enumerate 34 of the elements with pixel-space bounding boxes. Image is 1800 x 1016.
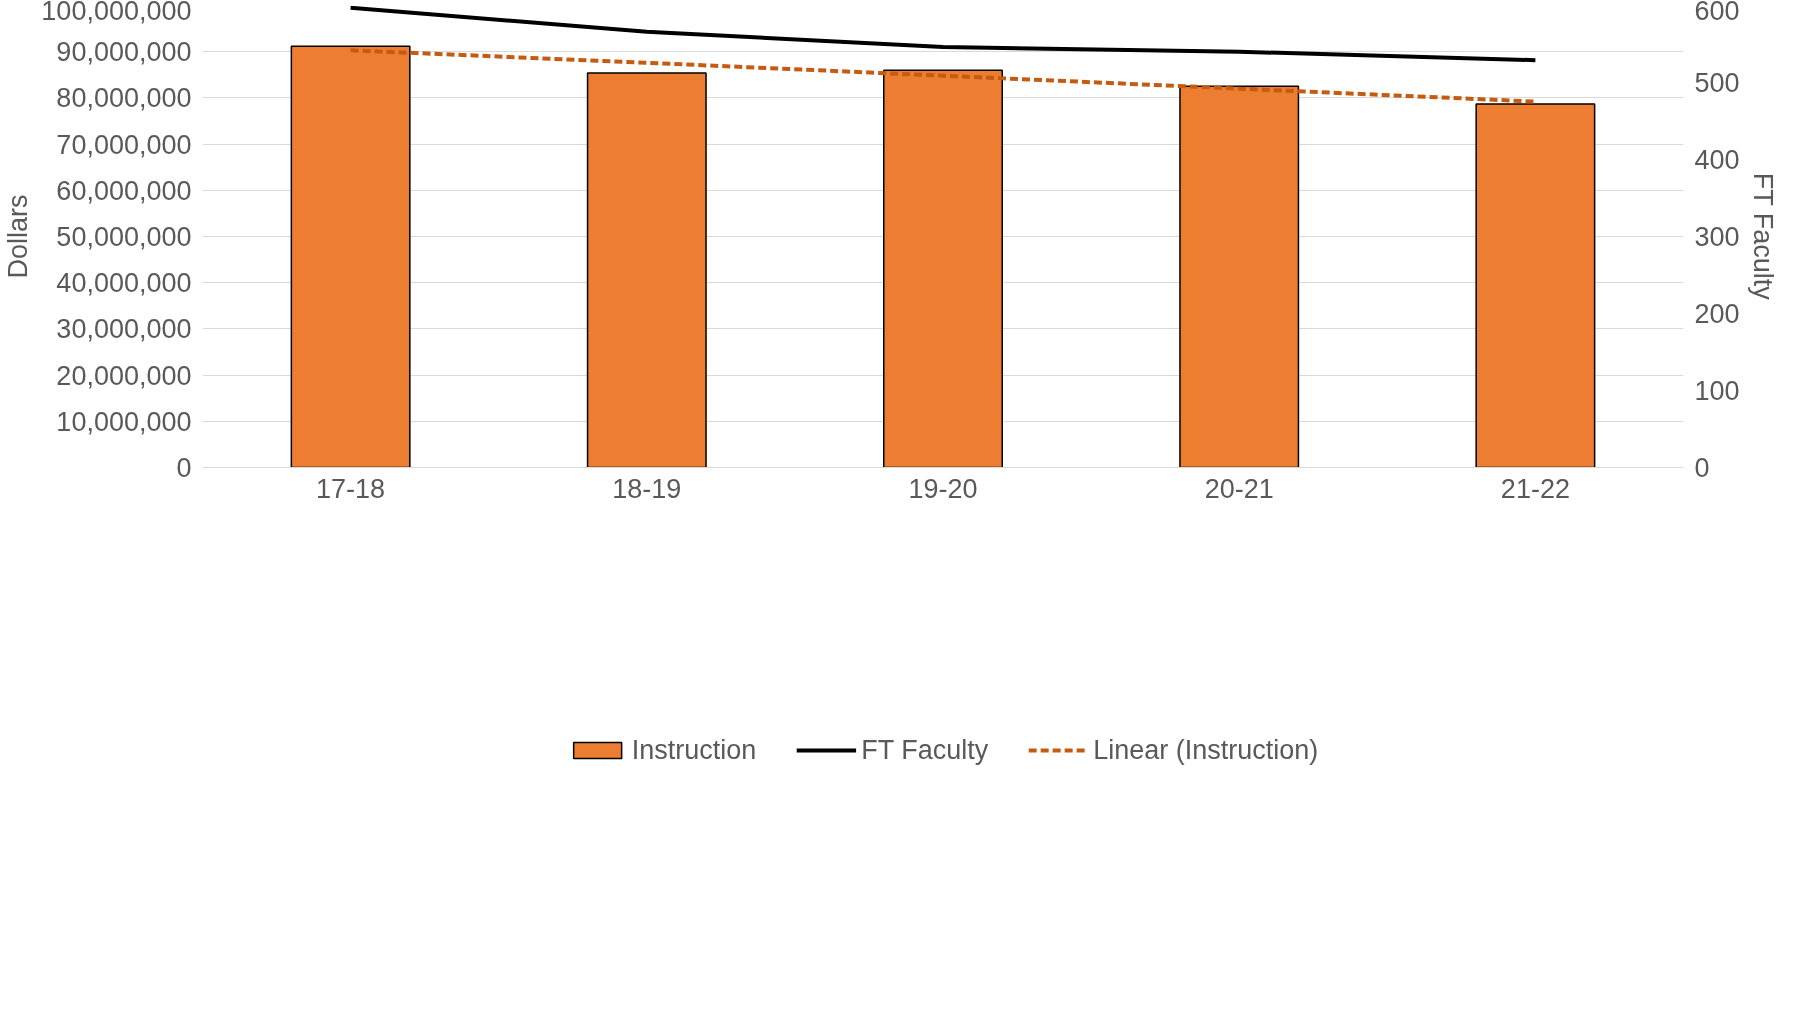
- y-tick-label: 30,000,000: [56, 314, 192, 345]
- y2-tick-label: 300: [1694, 222, 1740, 252]
- y2-tick-label: 500: [1694, 68, 1740, 98]
- bar: [1179, 85, 1300, 468]
- x-tick-label: 18-19: [612, 473, 682, 504]
- y-tick-label: 40,000,000: [56, 268, 192, 299]
- legend-label: Instruction: [631, 734, 757, 766]
- y-axis-title: Dollars: [3, 194, 34, 279]
- bar: [290, 45, 411, 468]
- y2-tick-label: 400: [1694, 145, 1740, 175]
- legend-label: FT Faculty: [861, 734, 989, 766]
- x-tick-label: 17-18: [316, 473, 386, 504]
- x-tick-label: 19-20: [908, 473, 978, 504]
- y-tick-label: 50,000,000: [56, 222, 192, 252]
- line-series: [348, 5, 1538, 63]
- x-tick-label: 20-21: [1204, 473, 1274, 504]
- y-tick-label: 100,000,000: [41, 0, 192, 26]
- y2-tick-label: 100: [1694, 376, 1740, 406]
- bar: [586, 72, 707, 468]
- y-tick-label: 60,000,000: [56, 175, 192, 206]
- y-tick-label: 0: [176, 453, 192, 483]
- y-tick-label: 90,000,000: [56, 37, 192, 68]
- y2-axis-title: FT Faculty: [1747, 172, 1778, 301]
- y-tick-label: 80,000,000: [56, 83, 192, 114]
- y-tick-label: 70,000,000: [56, 129, 192, 160]
- legend-label: Linear (Instruction): [1093, 734, 1319, 766]
- x-tick-label: 21-22: [1500, 473, 1570, 504]
- y2-tick-label: 600: [1694, 0, 1740, 26]
- bar: [1475, 103, 1596, 468]
- y-tick-label: 10,000,000: [56, 406, 192, 437]
- y-tick-label: 20,000,000: [56, 360, 192, 391]
- y2-tick-label: 200: [1694, 299, 1740, 329]
- y2-tick-label: 0: [1694, 453, 1710, 483]
- bar: [883, 69, 1003, 468]
